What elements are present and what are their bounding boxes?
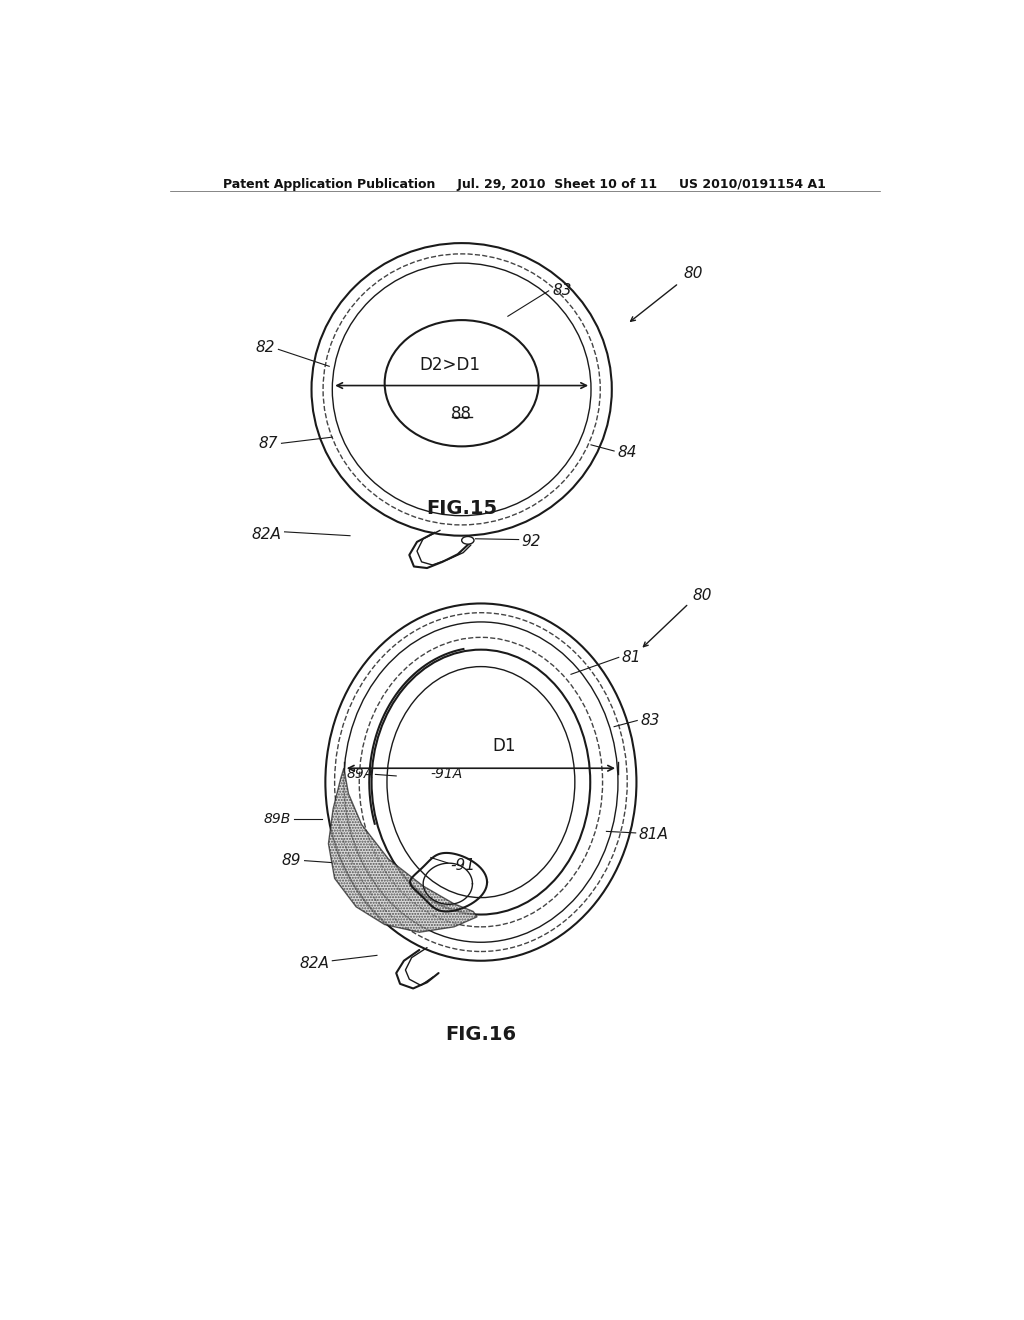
Text: 89B: 89B (263, 812, 291, 826)
Text: D2>D1: D2>D1 (420, 356, 480, 374)
Ellipse shape (372, 649, 590, 915)
Text: 81: 81 (622, 649, 641, 665)
Text: D1: D1 (493, 737, 516, 755)
Ellipse shape (326, 603, 637, 961)
Text: FIG.15: FIG.15 (426, 499, 498, 517)
Ellipse shape (385, 321, 539, 446)
Text: 89: 89 (282, 853, 301, 869)
Ellipse shape (387, 667, 574, 898)
Ellipse shape (311, 243, 611, 536)
Text: 88: 88 (452, 405, 472, 422)
Text: 82A: 82A (252, 527, 282, 541)
Text: 84: 84 (617, 445, 637, 461)
Text: 83: 83 (553, 284, 572, 298)
Ellipse shape (344, 622, 617, 942)
Text: Patent Application Publication     Jul. 29, 2010  Sheet 10 of 11     US 2010/019: Patent Application Publication Jul. 29, … (223, 178, 826, 190)
Text: FIG.16: FIG.16 (445, 1024, 516, 1044)
Text: -91: -91 (451, 858, 475, 873)
Text: 81A: 81A (639, 826, 669, 842)
Polygon shape (329, 768, 477, 932)
Ellipse shape (333, 263, 591, 516)
Text: -91A: -91A (431, 767, 463, 781)
Text: 82A: 82A (299, 956, 330, 970)
Text: 82: 82 (256, 339, 275, 355)
Text: 80: 80 (692, 589, 712, 603)
Text: 92: 92 (521, 535, 542, 549)
Text: 89A: 89A (347, 767, 374, 781)
Text: 83: 83 (640, 713, 659, 729)
Text: 87: 87 (259, 436, 279, 451)
Ellipse shape (462, 536, 474, 544)
Text: 80: 80 (683, 267, 702, 281)
